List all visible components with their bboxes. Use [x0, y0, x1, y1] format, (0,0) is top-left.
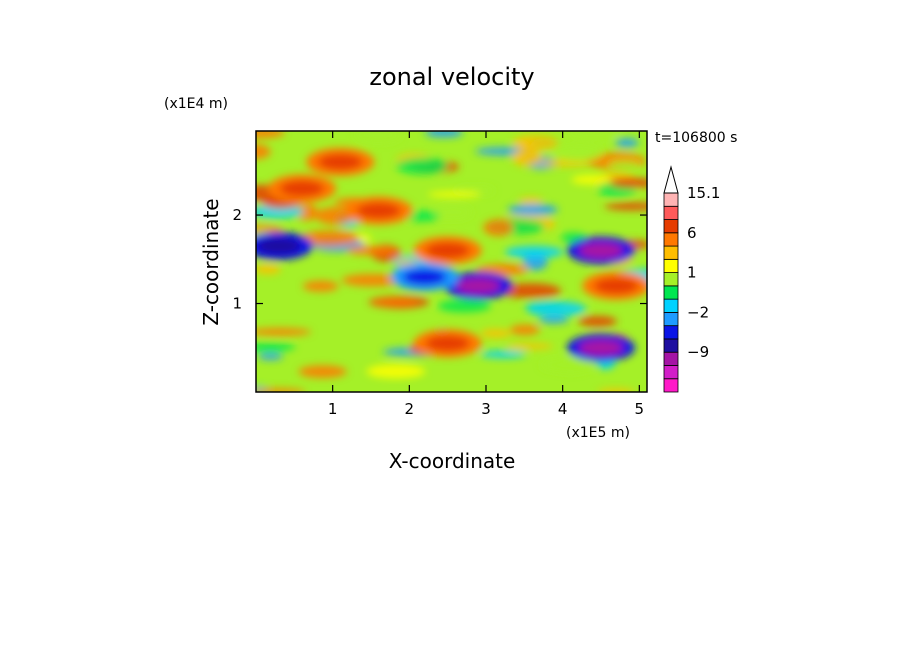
plot-area — [256, 131, 647, 392]
field-cell — [427, 191, 481, 198]
field-cell — [370, 298, 419, 306]
field-feature-core — [257, 238, 301, 255]
colorbar-segment — [663, 205, 679, 220]
field-cell — [498, 283, 562, 299]
field-cell — [256, 388, 306, 392]
field-cell — [256, 204, 305, 219]
field-cell — [615, 138, 639, 148]
colorbar-label: 6 — [687, 224, 697, 242]
x-tick-label: 1 — [328, 400, 338, 418]
field-cell — [604, 202, 647, 211]
colorbar-segment — [663, 351, 679, 366]
field-cell — [341, 273, 403, 287]
x-tick-label: 2 — [405, 400, 415, 418]
colorbar-segment — [663, 338, 679, 353]
plot-frame — [255, 130, 648, 393]
field-cell — [505, 343, 554, 350]
field-cell — [256, 131, 285, 139]
field-cell — [480, 350, 527, 359]
field-cell — [302, 280, 339, 292]
colorbar-label: −2 — [687, 303, 709, 321]
x-tick-label: 4 — [558, 400, 568, 418]
colorbar-segment — [663, 285, 679, 300]
field-cell — [353, 131, 402, 144]
y-tick-label: 2 — [232, 206, 242, 224]
field-cell — [549, 356, 592, 373]
x-multiplier-label: (x1E5 m) — [566, 425, 630, 441]
y-tick-label: 1 — [232, 295, 242, 313]
colorbar-segment — [663, 245, 679, 260]
field-cell — [526, 301, 587, 317]
colorbar-label: −9 — [687, 343, 709, 361]
field-cell — [483, 219, 514, 237]
field-cell — [607, 160, 640, 170]
x-tick-label: 3 — [481, 400, 491, 418]
colorbar-label: 1 — [687, 264, 697, 282]
colorbar-extension — [663, 165, 679, 194]
field-cell — [299, 230, 360, 247]
colorbar-segment — [663, 325, 679, 340]
field-cell — [507, 204, 558, 216]
field-cell — [509, 324, 540, 336]
field-cell — [298, 365, 347, 378]
field-feature-core — [280, 180, 324, 197]
field-cell — [512, 148, 542, 167]
field-cell — [609, 177, 647, 189]
field-feature-core — [402, 268, 447, 285]
colorbar-segment — [663, 232, 679, 247]
y-multiplier-label: (x1E4 m) — [164, 96, 228, 112]
field-cell — [597, 388, 635, 392]
colorbar-segment — [663, 311, 679, 327]
time-label: t=106800 s — [655, 130, 737, 146]
field-cell — [256, 264, 281, 275]
colorbar-segment — [663, 365, 679, 380]
field-cell — [504, 245, 564, 259]
colorbar-label: 15.1 — [687, 184, 720, 202]
field-cell — [258, 353, 283, 361]
field-cell — [518, 197, 543, 204]
x-tick-label: 5 — [635, 400, 645, 418]
field-feature-core — [579, 339, 623, 356]
field-cell — [256, 144, 271, 160]
field-cell — [296, 204, 318, 221]
field-feature-core — [318, 153, 363, 170]
field-cell — [571, 174, 612, 185]
field-cell — [480, 328, 512, 338]
field-cell — [396, 157, 449, 175]
field-cell — [366, 364, 426, 379]
colorbar: 15.1 6 1 −2 −9 — [663, 165, 720, 393]
y-axis-label: Z-coordinate — [199, 198, 223, 325]
field-cell — [434, 204, 473, 220]
colorbar-segment — [663, 192, 679, 207]
colorbar-segment — [663, 258, 679, 274]
field-feature-core — [579, 242, 623, 259]
x-axis-label: X-coordinate — [389, 449, 516, 473]
field-feature-core — [594, 277, 639, 294]
colorbar-segment — [663, 219, 679, 234]
field-cell — [565, 131, 620, 139]
colorbar-segment — [663, 378, 679, 393]
chart-title: zonal velocity — [369, 63, 534, 91]
field-cell — [578, 316, 618, 327]
field-cell — [346, 245, 399, 256]
field-cell — [424, 131, 464, 138]
field-cell — [552, 144, 603, 162]
field-cell — [437, 299, 491, 313]
field-cell — [512, 135, 559, 151]
field-cell — [256, 328, 312, 336]
field-feature-core — [425, 335, 470, 352]
field-cell — [538, 316, 570, 324]
colorbar-segment — [663, 272, 679, 287]
field-feature-core — [456, 277, 501, 294]
colorbar-segment — [663, 298, 679, 313]
field-feature-core — [425, 242, 470, 259]
field-cell — [256, 342, 296, 352]
field-feature-core — [356, 202, 401, 219]
